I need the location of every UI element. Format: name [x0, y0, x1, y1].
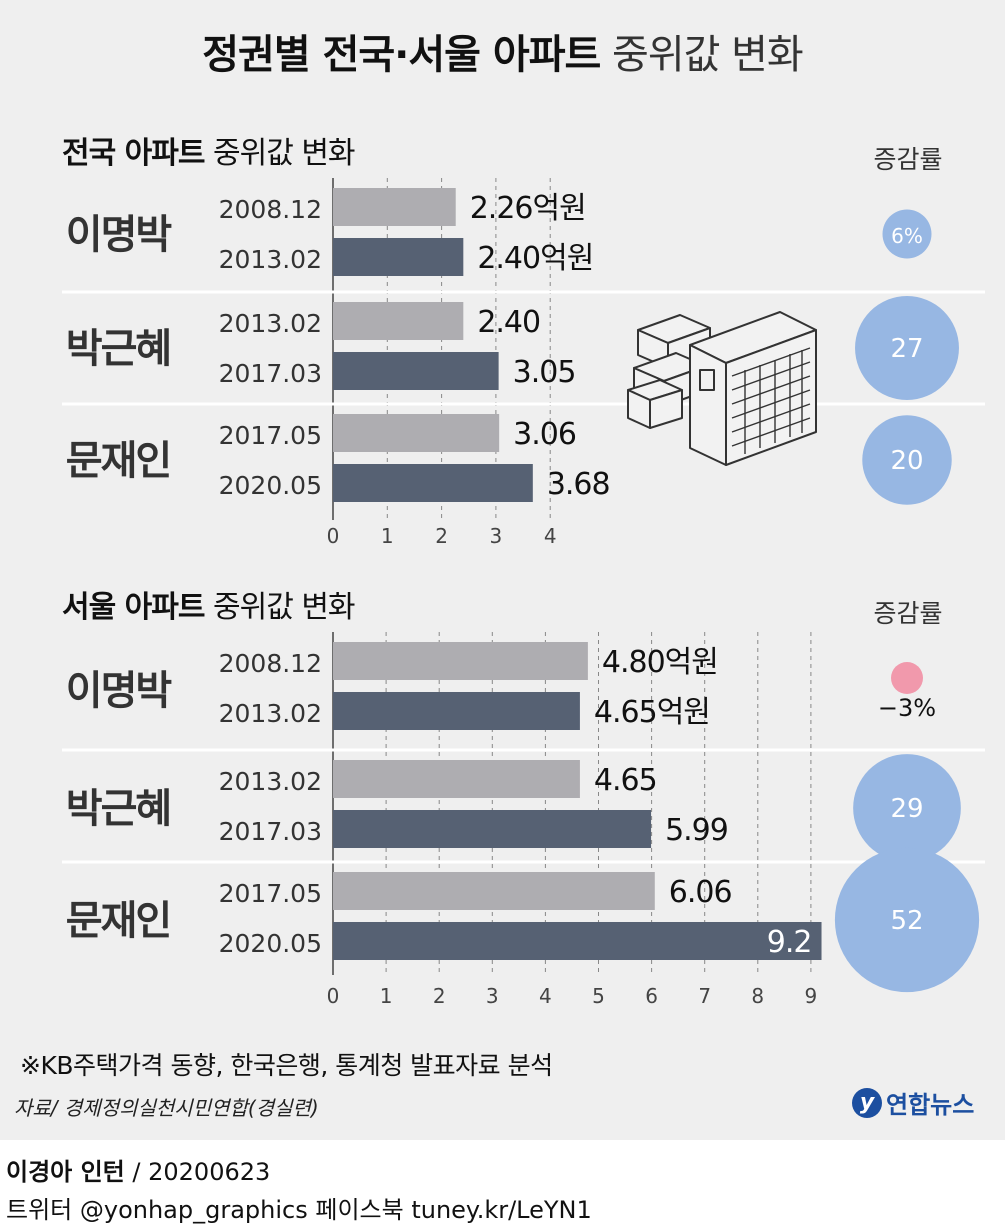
seoul-group-name: 이명박 [66, 668, 173, 714]
national-rate-label: 6% [891, 224, 923, 248]
national-tick-label: 2 [435, 524, 448, 548]
yonhap-logo-text: 연합뉴스 [886, 1091, 975, 1119]
seoul-date-label: 2013.02 [219, 699, 322, 728]
seoul-tick-label: 2 [433, 984, 446, 1008]
national-bar [333, 414, 500, 452]
national-value-label: 3.05 [513, 355, 576, 390]
national-date-label: 2013.02 [219, 309, 322, 338]
apartment-building-icon [627, 311, 817, 466]
seoul-value-label: 4.80억원 [602, 645, 718, 680]
seoul-value-label: 5.99 [665, 813, 728, 848]
seoul-value-label: 9.2 [767, 925, 812, 960]
national-value-label: 3.06 [513, 417, 576, 452]
seoul-tick-label: 4 [539, 984, 552, 1008]
seoul-rate-bubble [834, 847, 980, 993]
national-section-title: 전국 아파트 중위값 변화 [62, 128, 356, 172]
national-value-label: 2.40억원 [477, 241, 593, 276]
national-tick-label: 1 [381, 524, 394, 548]
seoul-title-bold: 서울 아파트 [62, 590, 205, 625]
national-tick-label: 4 [544, 524, 557, 548]
national-group-name: 이명박 [66, 212, 173, 258]
seoul-rate-bubble [891, 662, 923, 694]
seoul-title-rest: 중위값 변화 [213, 590, 356, 625]
source-text: 자료/ 경제정의실천시민연합(경실련) [14, 1096, 319, 1120]
national-rate-label: 27 [890, 334, 923, 364]
national-group-name: 문재인 [66, 438, 170, 484]
national-bar [333, 302, 464, 340]
national-value-label: 3.68 [547, 467, 610, 502]
seoul-bar [333, 642, 588, 680]
national-tick-label: 3 [490, 524, 503, 548]
seoul-tick-label: 8 [751, 984, 764, 1008]
seoul-tick-label: 3 [486, 984, 499, 1008]
seoul-date-label: 2017.05 [219, 879, 322, 908]
main-title: 정권별 전국·서울 아파트 중위값 변화 [0, 22, 1005, 80]
national-rate-bubble [882, 209, 932, 259]
national-rate-bubble [862, 415, 952, 505]
national-chart: 0 1 2 3 4 이명박 2008.12 2.26억원 2013.02 2.40억원 6% 박근혜 2… [62, 178, 985, 1008]
seoul-date-label: 2013.02 [219, 767, 322, 796]
credit-line: 이경아 인턴 / 20200623 [6, 1152, 270, 1187]
seoul-rate-bubble [853, 754, 961, 862]
national-group-name: 박근혜 [66, 326, 170, 372]
national-title-bold: 전국 아파트 [62, 136, 205, 171]
credit-date: / 20200623 [132, 1158, 271, 1186]
seoul-value-label: 4.65 [594, 763, 657, 798]
seoul-rate-label: −3% [878, 694, 936, 722]
seoul-tick-label: 1 [380, 984, 393, 1008]
seoul-date-label: 2017.03 [219, 817, 322, 846]
national-tick-label: 0 [327, 524, 340, 548]
footer [0, 1140, 1005, 1228]
national-bar [333, 464, 533, 502]
main-title-rest: 중위값 변화 [612, 32, 804, 78]
social-line: 트위터 @yonhap_graphics 페이스북 tuney.kr/LeYN1 [6, 1196, 592, 1224]
national-rate-header: 증감률 [873, 145, 943, 174]
seoul-bar [333, 810, 652, 848]
seoul-value-label: 6.06 [669, 875, 732, 910]
national-date-label: 2017.05 [219, 421, 322, 450]
seoul-bar [333, 922, 822, 960]
national-date-label: 2013.02 [219, 245, 322, 274]
seoul-date-label: 2008.12 [219, 649, 322, 678]
seoul-section-title: 서울 아파트 중위값 변화 [62, 582, 356, 626]
yonhap-logo: y 연합뉴스 [852, 1085, 974, 1120]
seoul-tick-label: 7 [698, 984, 711, 1008]
yonhap-logo-mark: y [852, 1087, 882, 1118]
seoul-rate-label: 52 [890, 906, 923, 936]
seoul-date-label: 2020.05 [219, 929, 322, 958]
main-title-bold: 정권별 전국·서울 아파트 [202, 32, 601, 78]
seoul-tick-label: 6 [645, 984, 658, 1008]
seoul-group-name: 박근혜 [66, 786, 170, 832]
national-date-label: 2020.05 [219, 471, 322, 500]
national-bar [333, 188, 456, 226]
seoul-rate-header: 증감률 [873, 599, 943, 628]
seoul-tick-label: 9 [805, 984, 818, 1008]
seoul-tick-label: 5 [592, 984, 605, 1008]
seoul-value-label: 4.65억원 [594, 695, 710, 730]
national-rate-bubble [855, 296, 959, 400]
seoul-tick-label: 0 [327, 984, 340, 1008]
seoul-bar [333, 692, 580, 730]
seoul-bar [333, 760, 580, 798]
national-date-label: 2008.12 [219, 195, 322, 224]
national-bar [333, 238, 464, 276]
national-rate-label: 20 [890, 446, 923, 476]
national-value-label: 2.40 [477, 305, 540, 340]
seoul-bar [333, 872, 655, 910]
credit-author: 이경아 인턴 [6, 1158, 125, 1186]
national-title-rest: 중위값 변화 [213, 136, 356, 171]
seoul-rate-label: 29 [890, 794, 923, 824]
national-value-label: 2.26억원 [470, 191, 586, 226]
national-date-label: 2017.03 [219, 359, 322, 388]
footnote: ※KB주택가격 동향, 한국은행, 통계청 발표자료 분석 [20, 1051, 553, 1080]
national-bar [333, 352, 499, 390]
seoul-group-name: 문재인 [66, 898, 170, 944]
